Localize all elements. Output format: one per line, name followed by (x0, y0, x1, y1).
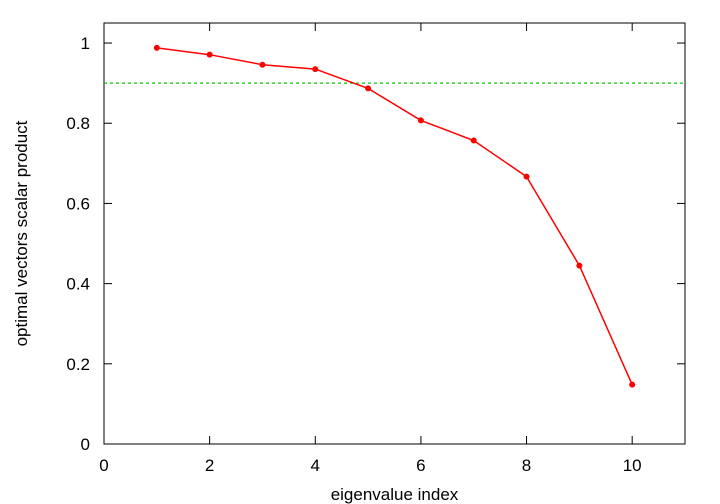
y-tick-label: 0.6 (66, 194, 90, 213)
axis-ticks (103, 23, 685, 445)
data-point (312, 66, 319, 73)
data-point (206, 51, 213, 58)
axis-tick-labels: 0 2 4 6 8 10 0 0.2 0.4 0.6 0.8 1 (66, 34, 641, 475)
y-tick-label: 0.4 (66, 275, 90, 294)
y-tick-label: 0.2 (66, 355, 90, 374)
plot-frame (103, 22, 686, 445)
x-tick-label: 8 (522, 456, 531, 475)
y-tick-label: 0.8 (66, 114, 90, 133)
x-tick-label: 4 (311, 456, 320, 475)
series-group (153, 44, 636, 388)
x-tick-label: 6 (416, 456, 425, 475)
data-point (576, 262, 583, 269)
x-axis-title: eigenvalue index (331, 485, 459, 504)
data-point (470, 137, 477, 144)
data-point (153, 44, 160, 51)
data-point (523, 173, 530, 180)
x-tick-label: 0 (99, 456, 108, 475)
y-tick-label: 0 (81, 435, 90, 454)
x-tick-label: 2 (205, 456, 214, 475)
data-point (629, 381, 636, 388)
data-point (417, 117, 424, 124)
series-line (156, 47, 633, 386)
data-point (365, 85, 372, 92)
data-point (259, 61, 266, 68)
y-tick-label: 1 (81, 34, 90, 53)
y-axis-title: optimal vectors scalar product (12, 120, 31, 346)
x-tick-label: 10 (623, 456, 642, 475)
